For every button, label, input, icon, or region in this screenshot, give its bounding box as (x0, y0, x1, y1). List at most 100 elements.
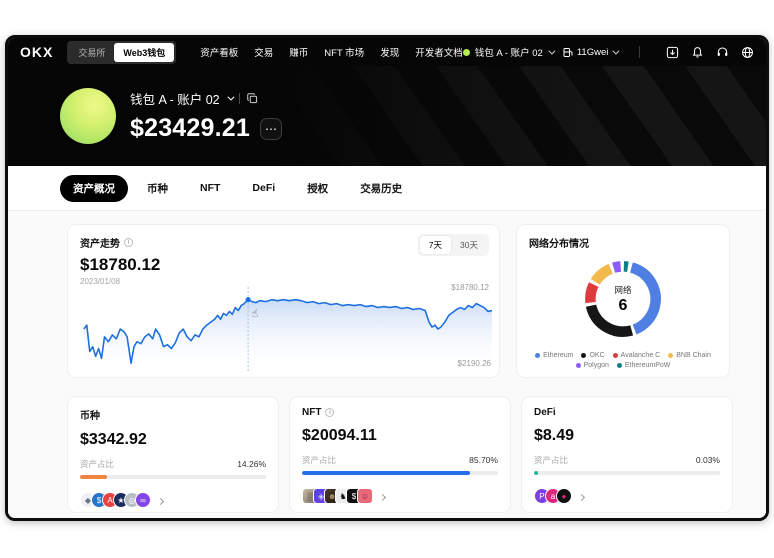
polygon-token-icon[interactable]: ∞ (135, 492, 151, 508)
gas-value: 11Gwei (576, 46, 609, 58)
wallet-avatar[interactable] (60, 88, 116, 144)
legend-item-ethereum: Ethereum (535, 352, 573, 359)
top-nav: OKX 交易所 Web3钱包 资产看板 交易 赚币 NFT 市场 发现 开发者文… (8, 38, 766, 66)
legend-item-polygon: Polygon (575, 362, 609, 369)
network-count: 6 (618, 296, 628, 314)
coins-progress-track (80, 475, 267, 479)
nav-links: 资产看板 交易 赚币 NFT 市场 发现 开发者文档 (200, 45, 463, 59)
chart-high-label: $18780.12 (451, 283, 489, 292)
coins-ratio-label: 资产占比 (80, 459, 115, 469)
donut-center: 网络 6 (575, 251, 671, 347)
trend-current-value: $18780.12 (80, 255, 161, 274)
divider (639, 46, 641, 58)
copy-address-icon[interactable] (246, 93, 258, 104)
legend-item-bnb-chain: BNB Chain (668, 352, 711, 359)
divider (238, 93, 240, 104)
nav-link-earn[interactable]: 赚币 (289, 48, 309, 59)
defi-percent: 0.03% (695, 455, 720, 465)
bell-icon[interactable] (691, 46, 704, 59)
nav-right: 钱包 A - 账户 02 11Gwei (462, 45, 755, 59)
wallet-account-selector[interactable]: 钱包 A - 账户 02 (462, 45, 556, 59)
nft-card: NFT i $20094.11 资产占比 85.70% ▒ ◈ ☻ ♞ $ ☺ (289, 396, 511, 513)
total-balance: $23429.21 (130, 114, 250, 142)
info-icon[interactable]: i (325, 408, 335, 417)
toggle-web3-wallet[interactable]: Web3钱包 (114, 42, 175, 62)
nft-progress-track (302, 471, 498, 475)
defi-value: $8.49 (533, 427, 575, 444)
nft-value: $20094.11 (302, 427, 377, 444)
coins-progress-fill (80, 475, 107, 479)
exchange-web3-toggle: 交易所 Web3钱包 (67, 40, 177, 64)
tab-nft[interactable]: NFT (200, 182, 221, 194)
nft-card-title: NFT (302, 407, 322, 418)
globe-icon[interactable] (741, 46, 754, 59)
network-legend: Ethereum OKC Avalanche C BNB Chain Polygon E… (523, 352, 723, 369)
nft-ratio-label: 资产占比 (302, 455, 337, 465)
nav-link-trade[interactable]: 交易 (254, 48, 274, 59)
asset-trend-card: 资产走势 i $18780.12 2023/01/08 7天 30天 ☝ $18… (67, 224, 500, 378)
okx-logo: OKX (20, 44, 54, 60)
range-30d-button[interactable]: 30天 (460, 240, 478, 250)
tab-history[interactable]: 交易历史 (360, 182, 403, 195)
gas-price-selector[interactable]: 11Gwei (563, 46, 620, 58)
gas-pump-icon (563, 47, 573, 57)
wallet-name[interactable]: 钱包 A - 账户 02 (130, 93, 220, 107)
wallet-header: 钱包 A - 账户 02 $23429.21 ⋯ (8, 66, 766, 166)
legend-item-avalanche-c: Avalanche C (612, 352, 660, 359)
defi-expand-chevron[interactable] (577, 487, 586, 505)
headset-icon[interactable] (716, 46, 729, 59)
range-toggle: 7天 30天 (417, 234, 489, 256)
chart-low-label: $2190.26 (457, 359, 491, 368)
chevron-down-icon (612, 47, 620, 55)
defi-card-title: DeFi (533, 407, 556, 418)
legend-dot (535, 353, 541, 358)
legend-dot (612, 353, 618, 358)
legend-dot (668, 353, 674, 358)
more-actions-button[interactable]: ⋯ (259, 117, 282, 140)
nft-thumb[interactable]: ☺ (357, 488, 374, 504)
info-icon[interactable]: i (124, 238, 133, 247)
trend-current-date: 2023/01/08 (80, 277, 121, 286)
trend-line-chart[interactable]: ☝ (74, 287, 493, 373)
nav-link-discover[interactable]: 发现 (380, 48, 400, 59)
tab-approvals[interactable]: 授权 (307, 182, 329, 195)
dashboard-content: 资产走势 i $18780.12 2023/01/08 7天 30天 ☝ $18… (8, 210, 766, 518)
legend-dot (581, 353, 587, 358)
coins-card: 币种 $3342.92 资产占比 14.26% ◆ $ A ★ ◎ ∞ (67, 396, 280, 513)
coins-card-title: 币种 (80, 411, 100, 422)
nav-link-assets-board[interactable]: 资产看板 (200, 48, 239, 59)
range-7d-button[interactable]: 7天 (419, 236, 452, 254)
toggle-exchange[interactable]: 交易所 (78, 47, 106, 58)
legend-dot (616, 363, 622, 368)
network-donut-chart[interactable]: 网络 6 (575, 251, 671, 347)
coins-expand-chevron[interactable] (156, 491, 165, 509)
network-card-title: 网络分布情况 (529, 239, 589, 250)
donut-center-label: 网络 (614, 284, 632, 295)
defi-protocol-icon[interactable]: ● (555, 488, 572, 504)
tab-coins[interactable]: 币种 (147, 182, 168, 195)
nav-link-dev-docs[interactable]: 开发者文档 (415, 48, 463, 59)
hand-cursor-icon: ☝ (251, 307, 259, 320)
chevron-down-icon[interactable] (226, 93, 235, 101)
app-window: OKX 交易所 Web3钱包 资产看板 交易 赚币 NFT 市场 发现 开发者文… (5, 35, 769, 521)
legend-item-okc: OKC (581, 352, 605, 359)
nav-link-nft-market[interactable]: NFT 市场 (324, 48, 365, 59)
wallet-status-dot (462, 48, 470, 56)
nft-progress-fill (302, 471, 470, 475)
coins-percent: 14.26% (237, 459, 267, 469)
chevron-down-icon (548, 47, 556, 55)
nft-expand-chevron[interactable] (378, 487, 387, 505)
nft-thumbnails: ▒ ◈ ☻ ♞ $ ☺ (302, 487, 498, 505)
tab-defi[interactable]: DeFi (252, 182, 276, 194)
wallet-selector-label: 钱包 A - 账户 02 (474, 48, 543, 59)
coins-token-icons: ◆ $ A ★ ◎ ∞ (80, 491, 266, 509)
nav-icon-group (666, 46, 754, 59)
asset-tabs: 资产概况 币种 NFT DeFi 授权 交易历史 (8, 166, 766, 210)
extension-download-icon[interactable] (666, 46, 679, 59)
tab-asset-overview[interactable]: 资产概况 (60, 174, 128, 202)
asset-trend-title: 资产走势 (80, 239, 120, 250)
defi-progress-fill (533, 471, 538, 475)
network-distribution-card: 网络分布情况 网络 6 Ethereum OKC Avalanche C BNB Ch… (516, 224, 730, 378)
